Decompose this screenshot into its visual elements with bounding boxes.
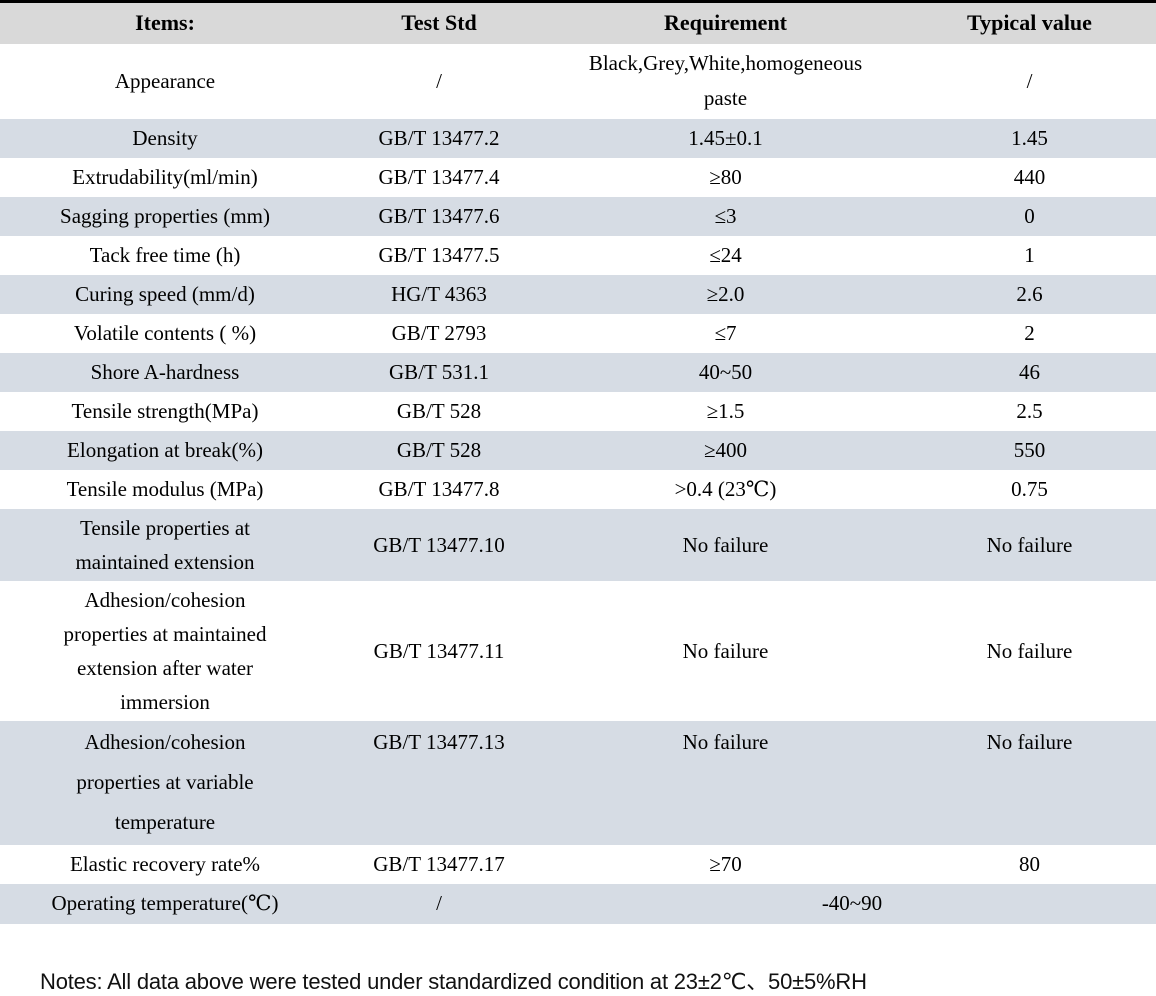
cell-typical-value: 2.5 — [1016, 399, 1043, 424]
cell-item: Elongation at break(%) — [0, 430, 330, 470]
header-test-std: Test Std — [330, 1, 548, 44]
cell-requirement: ≥70 — [709, 851, 742, 876]
table-row: Extrudability(ml/min) GB/T 13477.4 ≥80 4… — [0, 158, 1156, 197]
cell-item: Density — [0, 118, 330, 158]
notes-text: Notes: All data above were tested under … — [40, 968, 867, 994]
cell-typical-value: / — [1026, 69, 1033, 94]
table-row: Tensile strength(MPa) GB/T 528 ≥1.5 2.5 — [0, 392, 1156, 431]
cell-item: Operating temperature(℃) — [0, 883, 330, 924]
cell-test-std: GB/T 528 — [330, 430, 548, 470]
cell-test-std: GB/T 13477.5 — [378, 243, 500, 268]
header-typical-value: Typical value — [903, 1, 1156, 44]
cell-requirement: ≤3 — [548, 196, 903, 236]
cell-requirement: ≥2.0 — [548, 274, 903, 314]
cell-typical-value: 80 — [1019, 851, 1040, 876]
cell-item: Volatile contents ( %) — [73, 321, 257, 346]
cell-item-text: Adhesion/cohesion properties at variable… — [76, 729, 254, 834]
cell-item: Tensile strength(MPa) — [71, 399, 259, 424]
cell-requirement: ≥1.5 — [706, 399, 745, 424]
table-row: Density GB/T 13477.2 1.45±0.1 1.45 — [0, 118, 1156, 158]
cell-requirement: Black,Grey,White,homogeneous paste — [548, 44, 903, 119]
cell-item: Adhesion/cohesion properties at maintain… — [0, 581, 330, 721]
cell-item: Tack free time (h) — [89, 243, 241, 268]
cell-typical-value: 1 — [1024, 243, 1035, 268]
table-row: Tensile properties at maintained extensi… — [0, 508, 1156, 581]
cell-typical-value: No failure — [986, 638, 1073, 663]
cell-item: Curing speed (mm/d) — [0, 274, 330, 314]
cell-requirement: No failure — [548, 508, 903, 581]
cell-test-std: GB/T 528 — [396, 399, 482, 424]
cell-requirement: >0.4 (23℃) — [674, 477, 777, 502]
cell-typical-value: 440 — [1013, 165, 1046, 190]
cell-requirement: No failure — [548, 720, 903, 845]
header-items: Items: — [0, 1, 330, 44]
cell-test-std: GB/T 13477.11 — [373, 638, 505, 663]
cell-item: Elastic recovery rate% — [69, 851, 261, 876]
table-row: Tensile modulus (MPa) GB/T 13477.8 >0.4 … — [0, 470, 1156, 509]
cell-typical-value: 46 — [903, 352, 1156, 392]
cell-typical-value: 2.6 — [903, 274, 1156, 314]
table-row: Sagging properties (mm) GB/T 13477.6 ≤3 … — [0, 196, 1156, 236]
header-requirement: Requirement — [548, 1, 903, 44]
cell-item: Shore A-hardness — [0, 352, 330, 392]
cell-item-text: Tensile properties at maintained extensi… — [75, 515, 255, 574]
cell-typical-value: No failure — [903, 720, 1156, 845]
cell-typical-value: 0 — [903, 196, 1156, 236]
cell-requirement: ≤24 — [709, 243, 742, 268]
table-row: Operating temperature(℃) / -40~90 — [0, 883, 1156, 924]
cell-test-std: GB/T 13477.6 — [330, 196, 548, 236]
cell-requirement: 40~50 — [548, 352, 903, 392]
cell-item: Extrudability(ml/min) — [72, 165, 258, 190]
table-row: Adhesion/cohesion properties at maintain… — [0, 581, 1156, 721]
cell-item: Tensile properties at maintained extensi… — [0, 508, 330, 581]
cell-requirement: No failure — [682, 638, 769, 663]
cell-requirement-merged: -40~90 — [548, 883, 1156, 924]
cell-requirement: 1.45±0.1 — [548, 118, 903, 158]
cell-typical-value: 1.45 — [903, 118, 1156, 158]
cell-requirement-text: Black,Grey,White,homogeneous paste — [588, 50, 863, 111]
table-row: Tack free time (h) GB/T 13477.5 ≤24 1 — [0, 236, 1156, 275]
cell-item: Adhesion/cohesion properties at variable… — [0, 720, 330, 845]
cell-item: Appearance — [114, 69, 216, 94]
product-spec-table: Items: Test Std Requirement Typical valu… — [0, 0, 1156, 924]
cell-test-std: / — [436, 69, 442, 94]
table-row: Shore A-hardness GB/T 531.1 40~50 46 — [0, 352, 1156, 392]
cell-requirement: ≥80 — [709, 165, 742, 190]
cell-test-std: GB/T 13477.2 — [330, 118, 548, 158]
cell-requirement: ≥400 — [548, 430, 903, 470]
cell-test-std: GB/T 13477.8 — [378, 477, 500, 502]
cell-typical-value: 0.75 — [1011, 477, 1048, 502]
cell-item: Tensile modulus (MPa) — [66, 477, 264, 502]
cell-typical-value: 550 — [903, 430, 1156, 470]
table-row: Elastic recovery rate% GB/T 13477.17 ≥70… — [0, 845, 1156, 884]
table-row: Volatile contents ( %) GB/T 2793 ≤7 2 — [0, 314, 1156, 353]
cell-test-std: GB/T 13477.10 — [330, 508, 548, 581]
cell-test-std: GB/T 13477.4 — [378, 165, 500, 190]
table-row: Elongation at break(%) GB/T 528 ≥400 550 — [0, 430, 1156, 470]
table-row: Adhesion/cohesion properties at variable… — [0, 720, 1156, 845]
cell-test-std: GB/T 531.1 — [330, 352, 548, 392]
cell-item-text: Adhesion/cohesion properties at maintain… — [63, 587, 267, 714]
cell-test-std: GB/T 13477.17 — [373, 851, 505, 876]
cell-test-std: HG/T 4363 — [330, 274, 548, 314]
cell-test-std: GB/T 13477.13 — [330, 720, 548, 845]
table-row: Appearance / Black,Grey,White,homogeneou… — [0, 44, 1156, 119]
table-header-row: Items: Test Std Requirement Typical valu… — [0, 1, 1156, 44]
cell-test-std: / — [330, 883, 548, 924]
cell-requirement: ≤7 — [714, 321, 737, 346]
cell-item: Sagging properties (mm) — [0, 196, 330, 236]
table-row: Curing speed (mm/d) HG/T 4363 ≥2.0 2.6 — [0, 274, 1156, 314]
cell-test-std: GB/T 2793 — [391, 321, 487, 346]
cell-typical-value: 2 — [1024, 321, 1035, 346]
cell-typical-value: No failure — [903, 508, 1156, 581]
